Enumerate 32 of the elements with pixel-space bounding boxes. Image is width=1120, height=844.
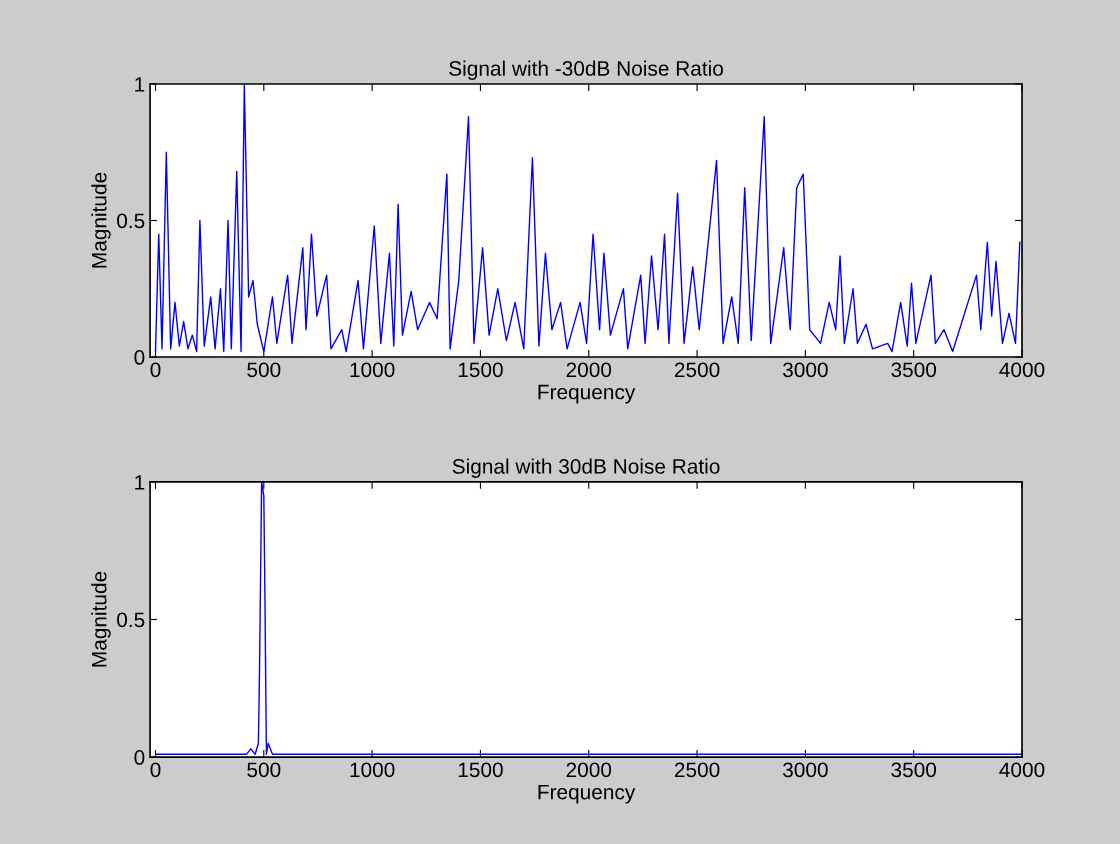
x-tick-label: 0 xyxy=(150,762,161,778)
x-tick-label: 1000 xyxy=(350,362,395,378)
x-tick-label: 0 xyxy=(150,362,161,378)
x-tick-label: 500 xyxy=(247,362,281,378)
chart-title: Signal with 30dB Noise Ratio xyxy=(452,458,720,478)
x-tick-label: 3500 xyxy=(891,762,937,778)
y-tick-label: 1 xyxy=(135,475,145,490)
y-tick-label: 1 xyxy=(135,77,145,92)
x-tick-label: 1500 xyxy=(458,762,503,778)
y-axis-title: Magnitude xyxy=(91,172,111,268)
y-tick-label: 0 xyxy=(134,350,145,365)
y-tick-label: 0.5 xyxy=(117,213,145,229)
y-tick-label: 0.5 xyxy=(117,612,145,628)
x-axis-title: Frequency xyxy=(538,784,636,804)
chart-title: Signal with -30dB Noise Ratio xyxy=(449,60,723,80)
y-axis-title: Magnitude xyxy=(91,571,111,667)
x-tick-label: 1000 xyxy=(350,762,395,778)
x-tick-label: 3000 xyxy=(783,362,828,378)
x-tick-label: 500 xyxy=(247,762,281,778)
line-series xyxy=(154,83,1021,353)
line-series xyxy=(154,481,1022,756)
y-tick-label: 0 xyxy=(134,750,145,765)
x-tick-label: 4000 xyxy=(999,362,1045,378)
x-tick-label: 1500 xyxy=(458,362,503,378)
x-tick-label: 3000 xyxy=(783,762,828,778)
x-tick-label: 2000 xyxy=(566,362,612,378)
x-tick-label: 2000 xyxy=(566,762,612,778)
x-tick-label: 2500 xyxy=(674,362,720,378)
x-tick-label: 2500 xyxy=(674,762,720,778)
x-tick-label: 3500 xyxy=(891,362,937,378)
x-tick-label: 4000 xyxy=(999,762,1045,778)
x-axis-title: Frequency xyxy=(538,384,636,404)
